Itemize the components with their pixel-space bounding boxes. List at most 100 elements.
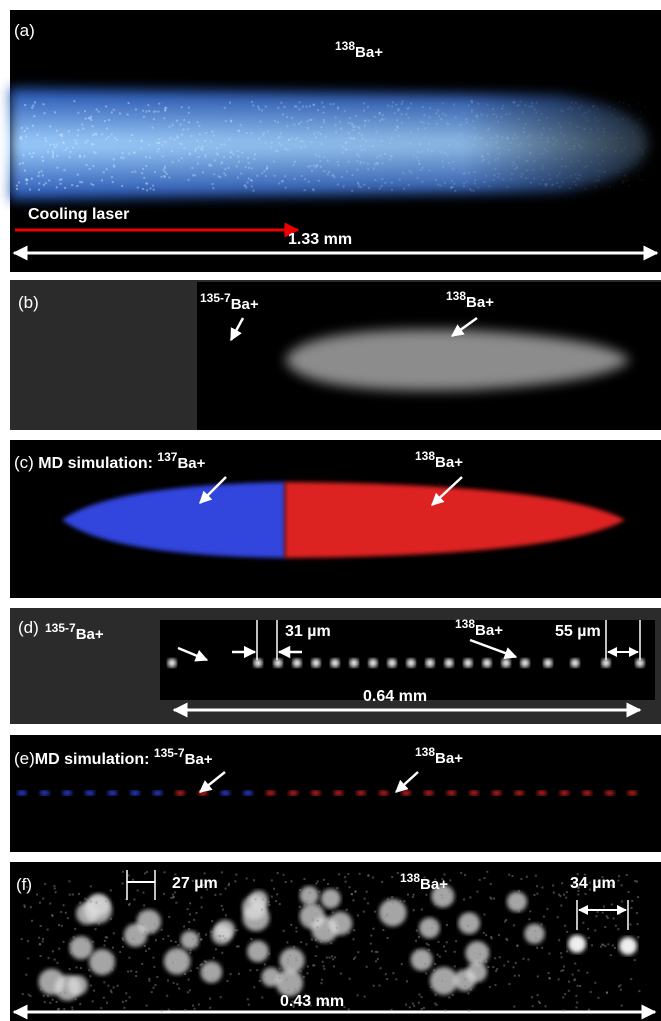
speckle	[547, 141, 549, 143]
speckle	[498, 173, 500, 175]
speckle	[628, 185, 630, 187]
speckle	[452, 168, 454, 170]
speckle	[293, 946, 295, 948]
speckle	[116, 139, 118, 141]
speckle	[522, 958, 524, 960]
speckle	[97, 921, 99, 923]
speckle	[172, 124, 174, 126]
speckle	[308, 181, 310, 183]
speckle	[356, 160, 358, 162]
speckle	[344, 110, 346, 112]
species-label: 138Ba+	[415, 750, 463, 768]
speckle	[158, 148, 160, 150]
speckle	[641, 154, 643, 156]
speckle	[234, 880, 236, 882]
speckle	[235, 874, 237, 876]
speckle	[560, 109, 562, 111]
speckle	[464, 978, 466, 980]
speckle	[214, 894, 216, 896]
speckle	[288, 139, 290, 141]
speckle	[544, 148, 546, 150]
speckle	[559, 172, 561, 174]
speckle	[541, 923, 543, 925]
speckle	[327, 160, 329, 162]
speckle	[368, 120, 370, 122]
speckle	[336, 927, 338, 929]
speckle	[145, 950, 147, 952]
speckle	[567, 108, 569, 110]
speckle	[552, 884, 554, 886]
speckle	[391, 876, 393, 878]
speckle	[44, 883, 46, 885]
spacing-label: 27 µm	[172, 875, 218, 893]
speckle	[379, 112, 381, 114]
speckle	[79, 156, 81, 158]
speckle	[405, 1004, 407, 1006]
speckle	[615, 925, 617, 927]
panel-label: (f)	[16, 876, 32, 894]
speckle	[310, 119, 312, 121]
speckle	[220, 940, 222, 942]
speckle	[615, 137, 617, 139]
speckle	[259, 120, 261, 122]
speckle	[632, 131, 634, 133]
speckle	[588, 1009, 590, 1011]
speckle	[590, 128, 592, 130]
speckle	[584, 128, 586, 130]
speckle	[108, 136, 110, 138]
speckle	[43, 995, 45, 997]
speckle	[431, 150, 433, 152]
speckle	[210, 141, 212, 143]
speckle	[252, 104, 254, 106]
speckle	[299, 987, 301, 989]
speckle	[422, 167, 424, 169]
speckle	[16, 188, 18, 190]
speckle	[299, 906, 301, 908]
speckle	[188, 106, 190, 108]
speckle	[202, 171, 204, 173]
speckle	[425, 972, 427, 974]
speckle	[150, 187, 152, 189]
speckle	[363, 110, 365, 112]
speckle	[452, 161, 454, 163]
species-label: 138Ba+	[415, 454, 463, 472]
speckle	[271, 879, 273, 881]
speckle	[524, 104, 526, 106]
speckle	[106, 1002, 108, 1004]
speckle	[530, 182, 532, 184]
speckle	[197, 121, 199, 123]
speckle	[76, 142, 78, 144]
speckle	[533, 894, 535, 896]
speckle	[87, 140, 89, 142]
speckle	[251, 185, 253, 187]
speckle	[163, 175, 165, 177]
panel-label: (a)	[14, 22, 35, 40]
speckle	[122, 937, 124, 939]
speckle	[54, 888, 56, 890]
speckle	[354, 956, 356, 958]
speckle	[328, 171, 330, 173]
speckle	[435, 112, 437, 114]
speckle	[48, 179, 50, 181]
speckle	[621, 151, 623, 153]
speckle	[531, 106, 533, 108]
speckle	[591, 944, 593, 946]
speckle	[221, 905, 223, 907]
speckle	[107, 985, 109, 987]
speckle	[322, 112, 324, 114]
speckle	[236, 946, 238, 948]
speckle	[437, 941, 439, 943]
speckle	[111, 111, 113, 113]
speckle	[379, 187, 381, 189]
speckle	[53, 885, 55, 887]
speckle	[104, 971, 106, 973]
speckle	[98, 923, 100, 925]
speckle	[49, 903, 51, 905]
speckle	[53, 144, 55, 146]
speckle	[26, 127, 28, 129]
speckle	[155, 984, 157, 986]
speckle	[147, 104, 149, 106]
speckle	[135, 971, 137, 973]
speckle	[486, 871, 488, 873]
speckle	[41, 170, 43, 172]
